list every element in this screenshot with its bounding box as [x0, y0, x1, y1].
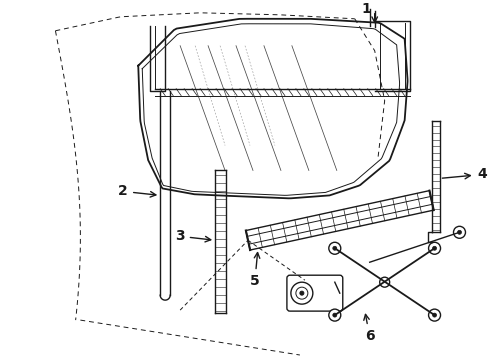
Circle shape	[454, 226, 465, 238]
Text: 1: 1	[362, 2, 371, 16]
Circle shape	[429, 309, 441, 321]
Circle shape	[300, 291, 304, 295]
Circle shape	[296, 287, 308, 299]
FancyBboxPatch shape	[287, 275, 343, 311]
Text: 5: 5	[250, 253, 260, 288]
Circle shape	[333, 246, 337, 250]
Text: 4: 4	[442, 167, 487, 181]
Circle shape	[433, 313, 437, 317]
Circle shape	[329, 242, 341, 254]
Circle shape	[433, 246, 437, 250]
Circle shape	[429, 242, 441, 254]
Circle shape	[291, 282, 313, 304]
Circle shape	[329, 309, 341, 321]
Text: 2: 2	[118, 184, 156, 198]
Circle shape	[380, 277, 390, 287]
Text: 6: 6	[364, 314, 374, 343]
Text: 3: 3	[175, 229, 211, 243]
Circle shape	[458, 230, 462, 234]
Circle shape	[333, 313, 337, 317]
